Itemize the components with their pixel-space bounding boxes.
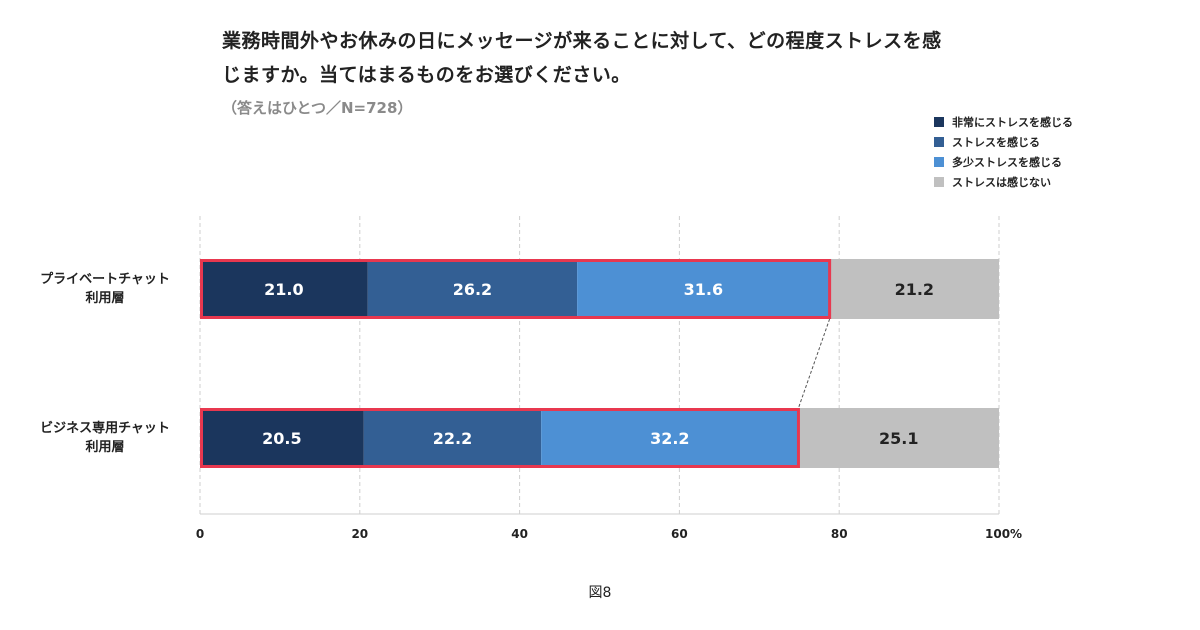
- data-label-0-1: 26.2: [453, 280, 492, 299]
- row-label-business-line-2: 利用層: [85, 440, 125, 455]
- bar-segment-0-1: [367, 259, 578, 319]
- row-label-private-line-2: 利用層: [85, 291, 125, 306]
- x-tick-label-3: 60: [671, 527, 688, 541]
- highlight-box-0: [200, 259, 832, 319]
- legend-swatch-none: [934, 177, 944, 187]
- legend-label-none: ストレスは感じない: [952, 176, 1051, 189]
- row-label-business-line-1: ビジネス専用チャット: [40, 421, 170, 436]
- data-label-1-3: 25.1: [879, 429, 918, 448]
- x-tick-label-5: 100%: [985, 527, 1022, 541]
- data-label-0-2: 31.6: [684, 280, 723, 299]
- data-label-1-0: 20.5: [262, 429, 301, 448]
- bar-segment-1-3: [798, 408, 999, 468]
- data-label-1-1: 22.2: [433, 429, 472, 448]
- row-label-private-line-1: プライベートチャット: [40, 272, 170, 287]
- legend-item-very: 非常にストレスを感じる: [934, 112, 1073, 132]
- title-line-2: じますか。当てはまるものをお選びください。: [222, 64, 631, 86]
- legend-item-none: ストレスは感じない: [934, 172, 1073, 192]
- legend-label-somewhat: 多少ストレスを感じる: [952, 156, 1062, 169]
- bar-segment-0-3: [829, 259, 999, 319]
- data-label-0-0: 21.0: [264, 280, 303, 299]
- data-label-1-2: 32.2: [650, 429, 689, 448]
- legend: 非常にストレスを感じる ストレスを感じる 多少ストレスを感じる ストレスは感じな…: [934, 112, 1073, 192]
- bar-segment-0-0: [200, 259, 368, 319]
- bar-segment-0-2: [577, 259, 830, 319]
- bar-segment-1-2: [541, 408, 799, 468]
- legend-label-stressed: ストレスを感じる: [952, 136, 1040, 149]
- legend-swatch-stressed: [934, 137, 944, 147]
- sample-note: （答えはひとつ／N=728）: [222, 99, 413, 117]
- data-label-0-3: 21.2: [895, 280, 934, 299]
- x-tick-label-4: 80: [831, 527, 848, 541]
- x-tick-label-1: 20: [351, 527, 368, 541]
- legend-item-stressed: ストレスを感じる: [934, 132, 1073, 152]
- x-tick-label-2: 40: [511, 527, 528, 541]
- highlight-box-1: [200, 408, 800, 468]
- bar-segment-1-0: [200, 408, 364, 468]
- row-label-private: プライベートチャット 利用層: [20, 270, 190, 308]
- legend-item-somewhat: 多少ストレスを感じる: [934, 152, 1073, 172]
- figure-label: 図8: [588, 585, 612, 601]
- legend-label-very: 非常にストレスを感じる: [952, 116, 1073, 129]
- x-tick-label-0: 0: [196, 527, 204, 541]
- highlight-connector: [797, 318, 831, 409]
- title-line-1: 業務時間外やお休みの日にメッセージが来ることに対して、どの程度ストレスを感: [222, 30, 942, 52]
- bar-segment-1-1: [363, 408, 542, 468]
- chart-title: 業務時間外やお休みの日にメッセージが来ることに対して、どの程度ストレスを感 じま…: [222, 24, 1022, 92]
- legend-swatch-somewhat: [934, 157, 944, 167]
- row-label-business: ビジネス専用チャット 利用層: [20, 419, 190, 457]
- legend-swatch-very: [934, 117, 944, 127]
